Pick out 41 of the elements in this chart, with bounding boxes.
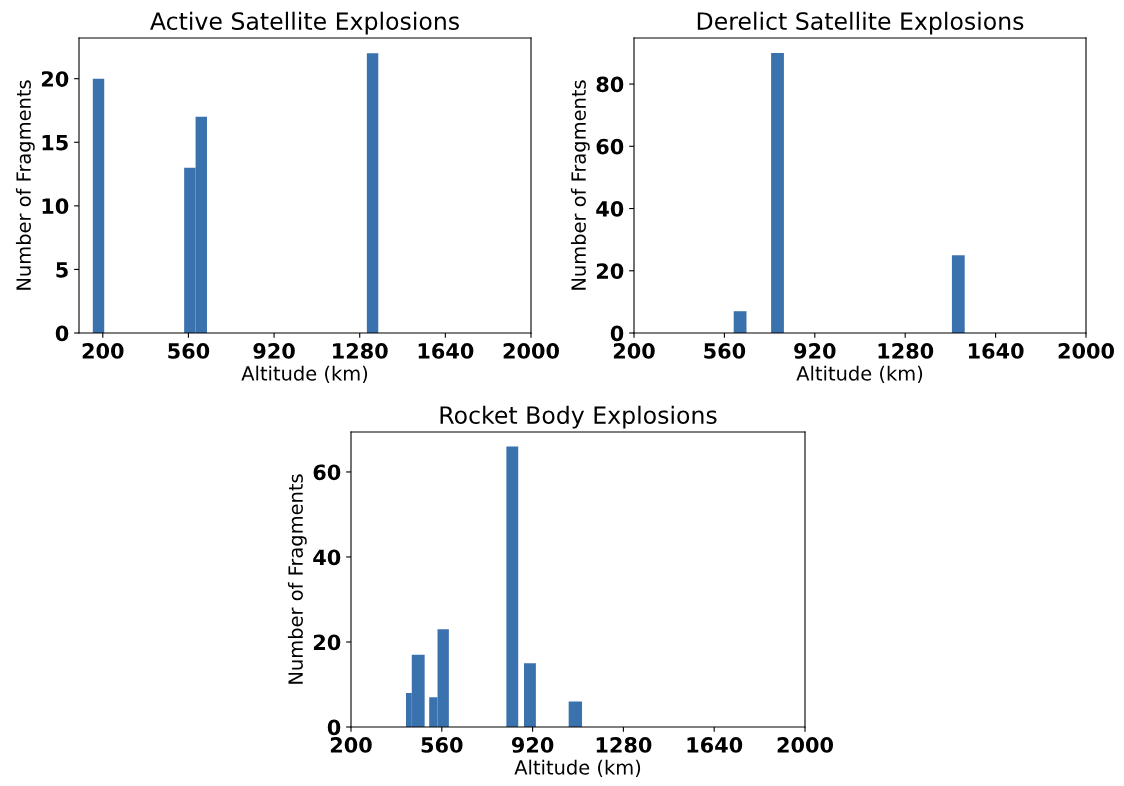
x-tick-label: 2000	[503, 343, 559, 359]
chart-title: Rocket Body Explosions	[440, 405, 717, 429]
y-tick-label: 20	[41, 71, 69, 87]
x-tick-label: 920	[794, 343, 836, 359]
chart-title: Active Satellite Explosions	[150, 11, 459, 35]
x-tick-label: 1640	[418, 343, 474, 359]
x-tick-label: 1640	[968, 343, 1024, 359]
y-tick-label: 0	[327, 719, 341, 736]
y-tick-label: 40	[313, 549, 341, 566]
x-tick-label: 1280	[333, 343, 388, 359]
y-tick-label: 20	[596, 263, 624, 279]
x-tick-label: 1280	[596, 737, 652, 753]
y-tick-label: 0	[55, 325, 69, 342]
y-tick-label: 60	[313, 464, 341, 481]
y-axis-title: Number of Fragments	[287, 474, 307, 684]
x-tick-label: 200	[82, 343, 124, 359]
y-tick-label: 0	[610, 325, 624, 342]
y-tick-label: 10	[42, 198, 69, 215]
y-tick-label: 40	[596, 200, 624, 217]
x-tick-label: 560	[704, 343, 746, 359]
x-axis-title: Altitude (km)	[241, 365, 368, 383]
y-axis-title: Number of Fragments	[570, 80, 590, 290]
x-tick-label: 2000	[777, 737, 833, 753]
y-tick-label: 20	[313, 634, 341, 651]
x-tick-label: 920	[253, 343, 295, 359]
y-tick-label: 5	[56, 262, 68, 278]
x-tick-label: 560	[421, 737, 463, 753]
x-tick-label: 1640	[687, 737, 743, 753]
x-tick-label: 200	[330, 737, 372, 753]
x-tick-label: 2000	[1058, 343, 1114, 359]
y-tick-label: 15	[42, 134, 68, 151]
y-axis-title: Number of Fragments	[15, 80, 35, 290]
x-axis-title: Altitude (km)	[514, 759, 641, 777]
x-tick-label: 560	[168, 343, 210, 359]
x-tick-label: 920	[511, 737, 554, 753]
chart-title: Derelict Satellite Explosions	[697, 11, 1024, 35]
x-tick-label: 200	[613, 343, 655, 359]
y-tick-label: 60	[596, 138, 624, 155]
y-tick-label: 80	[596, 76, 624, 93]
x-axis-title: Altitude (km)	[796, 365, 923, 383]
x-tick-label: 1280	[878, 343, 934, 359]
